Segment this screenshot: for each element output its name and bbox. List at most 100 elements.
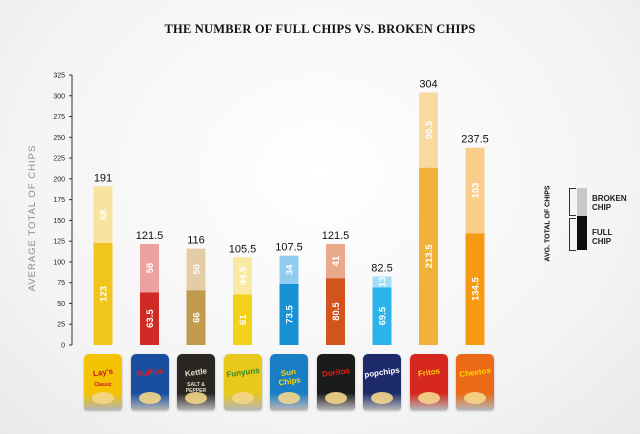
chip-bag-brand-text: popchips	[363, 365, 401, 380]
bar-full-3	[233, 294, 252, 345]
legend-label-broken-line2: CHIP	[592, 203, 612, 212]
bar-broken-7	[419, 92, 438, 168]
chip-bag-brand-text: Kettle	[184, 366, 208, 379]
y-tick-label: 175	[53, 197, 65, 204]
bar-broken-2	[186, 248, 206, 291]
chart-title: THE NUMBER OF FULL CHIPS VS. BROKEN CHIP…	[164, 22, 476, 36]
chip-bag-image: Funyuns	[223, 354, 262, 410]
bar-total-label: 237.5	[461, 134, 489, 146]
chip-illustration	[417, 392, 440, 404]
bar-full-label: 80.5	[331, 302, 342, 321]
bar-total-label: 121.5	[322, 230, 350, 242]
chip-bag-image: Lay's Classic	[84, 354, 122, 410]
bar-total-label: 191	[94, 172, 112, 184]
bar-full-6	[372, 287, 392, 345]
bar-full-label: 134.5	[471, 277, 482, 301]
bar-full-label: 213.5	[424, 244, 435, 268]
chip-bag-brand-text: Funyuns	[225, 365, 260, 380]
legend-bracket-full	[569, 218, 576, 251]
legend-swatch-broken	[577, 188, 587, 216]
chip-bag-brand-text: Fritos	[416, 366, 441, 379]
bar-full-7	[419, 167, 438, 345]
legend-title: AVG. TOTAL OF CHIPS	[544, 185, 552, 262]
legend-label-full-line2: CHIP	[592, 237, 612, 246]
y-tick-label: 200	[53, 176, 65, 183]
legend-swatch-full	[577, 216, 587, 250]
bar-broken-label: 41	[331, 255, 342, 266]
chip-bag-image: Sun Chips	[270, 354, 308, 410]
bar-full-1	[140, 292, 159, 345]
bar-full-0	[93, 242, 113, 345]
bar-broken-6	[372, 276, 392, 288]
chip-illustration	[92, 392, 114, 404]
bar-full-label: 123	[99, 286, 110, 302]
chip-bag-brand-text: Cheetos	[458, 365, 492, 380]
y-tick-label: 225	[53, 156, 65, 163]
bar-full-5	[326, 278, 345, 345]
legend: AVG. TOTAL OF CHIPS BROKEN CHIP FULL CHI…	[540, 182, 630, 262]
bar-broken-label: 103	[471, 183, 482, 199]
bar-total-label: 107.5	[275, 242, 303, 254]
chip-illustration	[464, 392, 486, 404]
chip-bag-sub-text: SALT & PEPPER	[185, 382, 207, 394]
chip-bag-image: Cheetos	[456, 354, 494, 410]
bar-broken-5	[326, 244, 345, 279]
y-tick-label: 0	[61, 343, 65, 350]
chip-bag-brand-text: Sun Chips	[277, 367, 302, 388]
y-tick-label: 100	[53, 259, 65, 266]
y-tick-label: 75	[57, 280, 65, 287]
legend-label-full: FULL CHIP	[592, 228, 632, 246]
bar-broken-0	[93, 186, 113, 243]
chip-bag-brand-text: Doritos	[321, 366, 350, 379]
y-tick-label: 125	[53, 239, 65, 246]
chip-bag-sub-text: Classic	[94, 382, 112, 388]
y-tick-label: 50	[57, 301, 65, 308]
bar-full-label: 63.5	[145, 309, 156, 328]
bar-broken-label: 34	[285, 264, 296, 275]
bar-broken-8	[465, 147, 485, 234]
chip-bag-row: Lay's Classic Ruffles Kettle SALT & PEPPER Fu…	[0, 352, 640, 412]
bar-broken-3	[233, 257, 252, 295]
bar-full-8	[465, 233, 485, 345]
bar-total-label: 121.5	[136, 230, 164, 242]
bar-broken-label: 90.5	[424, 120, 435, 139]
chip-bag-image: Fritos	[409, 354, 448, 410]
chip-illustration	[371, 392, 393, 404]
legend-label-broken-line1: BROKEN	[592, 194, 627, 203]
bar-total-label: 304	[419, 78, 437, 90]
y-axis-label: AVERAGE TOTAL OF CHIPS	[27, 145, 38, 292]
bar-broken-4	[279, 255, 299, 284]
chip-bag-image: popchips	[363, 354, 401, 410]
legend-bracket-broken	[569, 188, 576, 216]
bar-full-label: 73.5	[285, 305, 296, 324]
bar-full-2	[186, 290, 206, 345]
chip-illustration	[231, 392, 254, 404]
legend-label-broken: BROKEN CHIP	[592, 194, 632, 212]
chip-bag-image: Doritos	[316, 354, 355, 410]
y-tick-label: 300	[53, 93, 65, 100]
bar-broken-1	[140, 244, 159, 293]
bar-broken-label: 58	[145, 263, 156, 274]
legend-label-full-line1: FULL	[592, 228, 613, 237]
bar-full-label: 69.5	[378, 306, 389, 325]
chip-illustration	[324, 392, 347, 404]
chip-bag-brand-text: Ruffles	[135, 366, 164, 379]
bar-full-label: 61	[238, 314, 249, 325]
chip-illustration	[138, 392, 161, 404]
chip-bag-image: Ruffles	[130, 354, 169, 410]
bar-total-label: 116	[187, 235, 205, 247]
y-tick-label: 250	[53, 135, 65, 142]
bar-total-label: 105.5	[229, 243, 257, 255]
chip-illustration	[278, 392, 300, 404]
y-tick-label: 25	[57, 322, 65, 329]
y-tick-label: 150	[53, 218, 65, 225]
y-tick-label: 275	[53, 114, 65, 121]
y-tick-label: 325	[53, 73, 65, 80]
chip-bag-brand-text: Lay's	[92, 366, 114, 379]
chip-bag-image: Kettle SALT & PEPPER	[177, 354, 215, 410]
bar-broken-label: 50	[192, 264, 203, 275]
bar-full-4	[279, 283, 299, 345]
bar-broken-label: 13	[378, 277, 389, 288]
bar-broken-label: 68	[99, 209, 110, 220]
